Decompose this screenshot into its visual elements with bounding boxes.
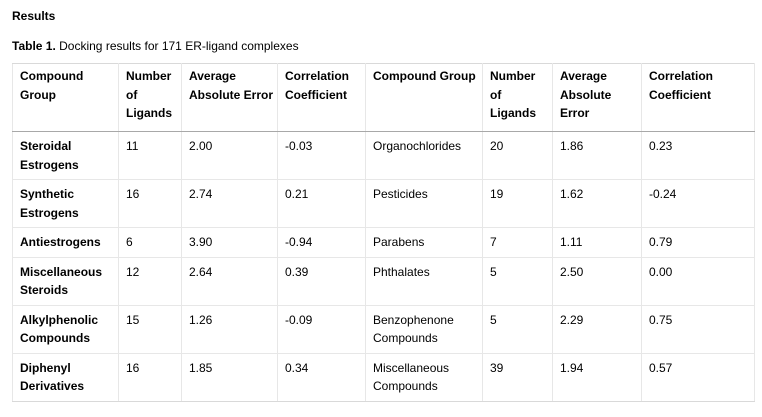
compound-group-cell: Steroidal Estrogens: [12, 131, 119, 180]
average-error-cell: 1.85: [181, 353, 278, 402]
table-row: Steroidal Estrogens 11 2.00 -0.03 Organo…: [12, 131, 755, 180]
caption-label: Table 1.: [12, 39, 56, 53]
average-error-cell: 1.11: [552, 227, 642, 258]
ligand-count-cell: 16: [118, 353, 182, 402]
table-row: Alkylphenolic Compounds 15 1.26 -0.09 Be…: [12, 305, 755, 354]
ligand-count-cell: 5: [482, 257, 553, 306]
average-error-cell: 3.90: [181, 227, 278, 258]
ligand-count-cell: 39: [482, 353, 553, 402]
average-error-cell: 2.00: [181, 131, 278, 180]
average-error-cell: 2.50: [552, 257, 642, 306]
compound-group-cell: Phthalates: [365, 257, 483, 306]
correlation-cell: 0.23: [641, 131, 755, 180]
table-row: Diphenyl Derivatives 16 1.85 0.34 Miscel…: [12, 353, 755, 402]
ligand-count-cell: 5: [482, 305, 553, 354]
docking-results-table: Compound Group Number of Ligands Average…: [12, 63, 755, 402]
ligand-count-cell: 16: [118, 179, 182, 228]
average-error-cell: 1.62: [552, 179, 642, 228]
ligand-count-cell: 19: [482, 179, 553, 228]
correlation-cell: -0.94: [277, 227, 366, 258]
ligand-count-cell: 12: [118, 257, 182, 306]
correlation-cell: 0.34: [277, 353, 366, 402]
compound-group-cell: Pesticides: [365, 179, 483, 228]
average-error-cell: 2.64: [181, 257, 278, 306]
correlation-cell: -0.03: [277, 131, 366, 180]
header-average-absolute-error: Average Absolute Error: [552, 63, 642, 132]
header-number-of-ligands: Number of Ligands: [118, 63, 182, 132]
compound-group-cell: Antiestrogens: [12, 227, 119, 258]
correlation-cell: 0.57: [641, 353, 755, 402]
correlation-cell: 0.75: [641, 305, 755, 354]
table-header-row: Compound Group Number of Ligands Average…: [12, 63, 755, 132]
compound-group-cell: Organochlorides: [365, 131, 483, 180]
average-error-cell: 1.86: [552, 131, 642, 180]
correlation-cell: 0.21: [277, 179, 366, 228]
correlation-cell: 0.00: [641, 257, 755, 306]
average-error-cell: 1.26: [181, 305, 278, 354]
header-correlation-coefficient: Correlation Coefficient: [641, 63, 755, 132]
ligand-count-cell: 20: [482, 131, 553, 180]
table-caption: Table 1. Docking results for 171 ER-liga…: [12, 39, 299, 53]
header-average-absolute-error: Average Absolute Error: [181, 63, 278, 132]
ligand-count-cell: 15: [118, 305, 182, 354]
compound-group-cell: Miscellaneous Steroids: [12, 257, 119, 306]
correlation-cell: -0.24: [641, 179, 755, 228]
caption-text: Docking results for 171 ER-ligand comple…: [55, 39, 299, 53]
header-compound-group: Compound Group: [12, 63, 119, 132]
ligand-count-cell: 6: [118, 227, 182, 258]
correlation-cell: 0.79: [641, 227, 755, 258]
table-row: Miscellaneous Steroids 12 2.64 0.39 Phth…: [12, 257, 755, 306]
table-row: Synthetic Estrogens 16 2.74 0.21 Pestici…: [12, 179, 755, 228]
compound-group-cell: Alkylphenolic Compounds: [12, 305, 119, 354]
compound-group-cell: Benzophenone Compounds: [365, 305, 483, 354]
ligand-count-cell: 11: [118, 131, 182, 180]
correlation-cell: -0.09: [277, 305, 366, 354]
ligand-count-cell: 7: [482, 227, 553, 258]
compound-group-cell: Diphenyl Derivatives: [12, 353, 119, 402]
compound-group-cell: Parabens: [365, 227, 483, 258]
compound-group-cell: Miscellaneous Compounds: [365, 353, 483, 402]
header-compound-group: Compound Group: [365, 63, 483, 132]
header-correlation-coefficient: Correlation Coefficient: [277, 63, 366, 132]
header-number-of-ligands: Number of Ligands: [482, 63, 553, 132]
correlation-cell: 0.39: [277, 257, 366, 306]
average-error-cell: 1.94: [552, 353, 642, 402]
average-error-cell: 2.29: [552, 305, 642, 354]
compound-group-cell: Synthetic Estrogens: [12, 179, 119, 228]
section-heading: Results: [12, 9, 56, 23]
table-row: Antiestrogens 6 3.90 -0.94 Parabens 7 1.…: [12, 227, 755, 258]
average-error-cell: 2.74: [181, 179, 278, 228]
